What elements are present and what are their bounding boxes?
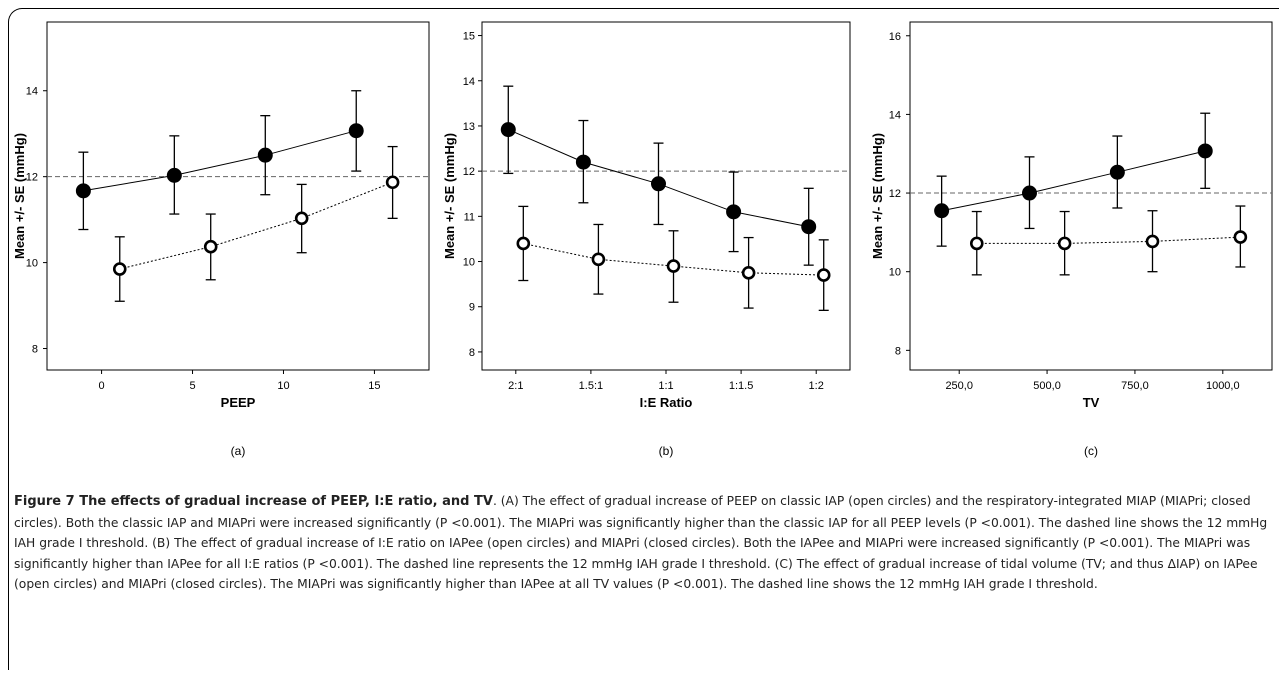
- y-tick-label: 13: [463, 121, 475, 133]
- x-tick-label: 750,0: [1121, 380, 1149, 392]
- panel-label: (c): [1084, 444, 1098, 458]
- y-tick-label: 9: [469, 302, 475, 314]
- data-point-open: [1233, 230, 1248, 244]
- y-tick-label: 10: [26, 258, 38, 270]
- series-line-open: [119, 181, 393, 270]
- series-line-filled: [941, 150, 1206, 212]
- data-point-open: [294, 211, 309, 226]
- data-point-filled: [1109, 164, 1125, 180]
- data-point-filled: [166, 167, 182, 183]
- x-axis-title: I:E Ratio: [640, 395, 693, 410]
- x-axis-title: TV: [1083, 395, 1100, 410]
- data-point-filled: [726, 204, 742, 220]
- plot-area-frame: [909, 21, 1273, 371]
- plot-area-frame: [46, 21, 430, 371]
- x-tick-label: 1:2: [809, 380, 824, 392]
- data-point-filled: [934, 203, 950, 219]
- y-tick-label: 14: [26, 86, 38, 98]
- data-point-filled: [1197, 143, 1213, 159]
- y-tick-label: 14: [463, 76, 475, 88]
- x-tick-label: 500,0: [1033, 380, 1061, 392]
- data-point-filled: [500, 122, 516, 138]
- y-tick-label: 12: [463, 166, 475, 178]
- chart-panel-b: 8 9 10 11 12 13 14 15 2:1 1.5:1 1:1 1:1.5 1:2 Mean +/…: [442, 21, 851, 458]
- y-tick-label: 12: [889, 188, 901, 200]
- x-tick-label: 250,0: [945, 380, 973, 392]
- y-tick-label: 15: [463, 31, 475, 43]
- y-tick-label: 14: [889, 109, 901, 121]
- x-tick-label: 1:1: [658, 380, 673, 392]
- y-tick-label: 10: [889, 267, 901, 279]
- x-tick-label: 10: [277, 380, 289, 392]
- x-tick-label: 1000,0: [1206, 380, 1240, 392]
- chart-panel-c: 8 10 12 14 16 250,0 500,0 750,0 1000,0 Mean +/- S…: [870, 21, 1273, 458]
- data-point-open: [516, 236, 531, 251]
- x-tick-label: 1:1.5: [729, 380, 753, 392]
- data-point-open: [1057, 236, 1072, 251]
- y-axis-title: Mean +/- SE (mmHg): [442, 133, 457, 259]
- data-point-filled: [650, 176, 666, 192]
- caption-title: Figure 7 The effects of gradual increase…: [14, 494, 493, 509]
- series-line-open: [976, 236, 1241, 244]
- y-axis-title: Mean +/- SE (mmHg): [12, 133, 27, 259]
- y-axis-title: Mean +/- SE (mmHg): [870, 133, 885, 259]
- data-point-filled: [1021, 185, 1037, 201]
- y-tick-label: 12: [26, 172, 38, 184]
- x-tick-label: 5: [189, 380, 195, 392]
- y-tick-label: 8: [469, 347, 475, 359]
- data-point-open: [741, 266, 756, 280]
- y-tick-label: 8: [32, 344, 38, 356]
- y-tick-label: 11: [464, 211, 475, 223]
- data-point-open: [816, 268, 831, 282]
- y-tick-label: 16: [889, 31, 901, 43]
- data-point-open: [666, 259, 681, 273]
- data-point-filled: [575, 154, 591, 170]
- panel-label: (b): [659, 444, 674, 458]
- data-point-open: [591, 252, 606, 267]
- y-tick-label: 10: [463, 257, 475, 269]
- data-point-open: [969, 236, 984, 251]
- series-line-filled: [83, 130, 357, 192]
- data-point-filled: [801, 219, 817, 235]
- figure-frame: [8, 8, 1279, 670]
- data-point-filled: [348, 123, 364, 139]
- data-point-open: [203, 239, 218, 254]
- panel-label: (a): [231, 444, 246, 458]
- caption-text: . (A) The effect of gradual increase of …: [14, 494, 1268, 592]
- chart-panel-a: 8 10 12 14 0 5 10 15 Mean +/- SE (mmHg) PEEP (a): [12, 21, 430, 458]
- data-point-filled: [75, 183, 91, 199]
- x-tick-label: 0: [99, 380, 105, 392]
- x-axis-title: PEEP: [221, 395, 256, 410]
- plot-area-frame: [481, 21, 851, 371]
- data-point-open: [1145, 234, 1160, 249]
- x-tick-label: 15: [368, 380, 380, 392]
- data-point-open: [112, 262, 127, 276]
- x-tick-label: 1.5:1: [579, 380, 603, 392]
- x-tick-label: 2:1: [508, 380, 523, 392]
- data-point-filled: [257, 147, 273, 163]
- y-tick-label: 8: [895, 345, 901, 357]
- figure-caption: Figure 7 The effects of gradual increase…: [14, 491, 1276, 595]
- data-point-open: [385, 175, 400, 190]
